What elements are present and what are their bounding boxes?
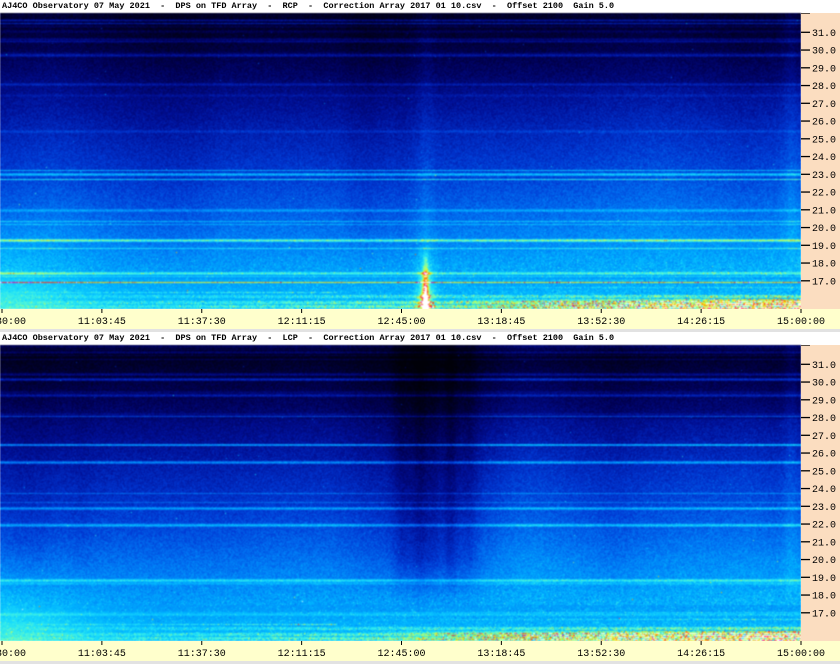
svg-text:22.0: 22.0 (812, 189, 836, 200)
svg-text:12:11:15: 12:11:15 (278, 649, 326, 660)
svg-text:12:45:00: 12:45:00 (377, 317, 425, 328)
svg-text:17.0: 17.0 (812, 277, 836, 288)
svg-text:11:03:45: 11:03:45 (78, 649, 126, 660)
svg-text:19.0: 19.0 (812, 242, 836, 253)
svg-text:11:37:30: 11:37:30 (178, 317, 226, 328)
svg-text:10:30:00: 10:30:00 (0, 317, 26, 328)
svg-text:28.0: 28.0 (812, 82, 836, 93)
svg-text:17.0: 17.0 (812, 609, 836, 620)
svg-text:18.0: 18.0 (812, 592, 836, 603)
svg-text:24.0: 24.0 (812, 485, 836, 496)
svg-text:26.0: 26.0 (812, 118, 836, 129)
svg-text:29.0: 29.0 (812, 396, 836, 407)
svg-text:11:37:30: 11:37:30 (178, 649, 226, 660)
svg-text:14:26:15: 14:26:15 (677, 317, 725, 328)
svg-text:30.0: 30.0 (812, 47, 836, 58)
svg-text:21.0: 21.0 (812, 206, 836, 217)
svg-text:23.0: 23.0 (812, 171, 836, 182)
svg-text:21.0: 21.0 (812, 538, 836, 549)
svg-text:23.0: 23.0 (812, 503, 836, 514)
svg-text:19.0: 19.0 (812, 574, 836, 585)
svg-text:10:30:00: 10:30:00 (0, 649, 26, 660)
svg-text:20.0: 20.0 (812, 224, 836, 235)
svg-text:31.0: 31.0 (812, 29, 836, 40)
svg-text:13:18:45: 13:18:45 (477, 649, 525, 660)
svg-text:29.0: 29.0 (812, 64, 836, 75)
svg-text:28.0: 28.0 (812, 414, 836, 425)
svg-text:11:03:45: 11:03:45 (78, 317, 126, 328)
svg-text:25.0: 25.0 (812, 467, 836, 478)
svg-text:27.0: 27.0 (812, 100, 836, 111)
svg-text:18.0: 18.0 (812, 260, 836, 271)
svg-text:26.0: 26.0 (812, 450, 836, 461)
svg-text:31.0: 31.0 (812, 361, 836, 372)
svg-text:30.0: 30.0 (812, 379, 836, 390)
svg-text:24.0: 24.0 (812, 153, 836, 164)
svg-text:25.0: 25.0 (812, 135, 836, 146)
svg-text:20.0: 20.0 (812, 556, 836, 567)
svg-text:15:00:00: 15:00:00 (777, 649, 825, 660)
svg-text:13:52:30: 13:52:30 (577, 317, 625, 328)
svg-text:27.0: 27.0 (812, 432, 836, 443)
svg-text:13:52:30: 13:52:30 (577, 649, 625, 660)
svg-text:22.0: 22.0 (812, 521, 836, 532)
svg-text:15:00:00: 15:00:00 (777, 317, 825, 328)
svg-text:14:26:15: 14:26:15 (677, 649, 725, 660)
svg-text:12:45:00: 12:45:00 (377, 649, 425, 660)
svg-text:13:18:45: 13:18:45 (477, 317, 525, 328)
svg-text:12:11:15: 12:11:15 (278, 317, 326, 328)
